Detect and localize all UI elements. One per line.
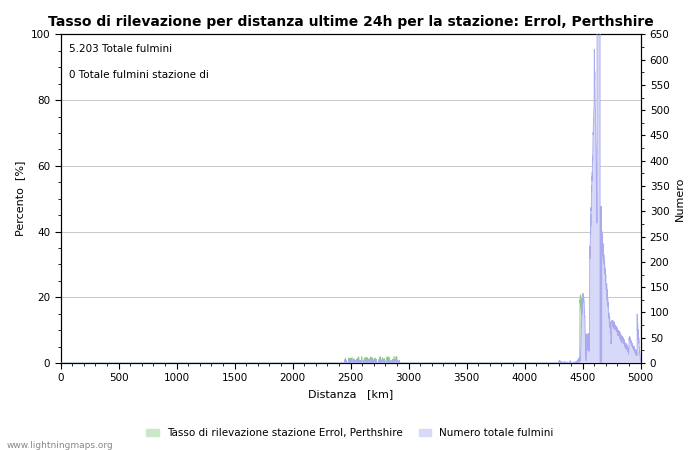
Legend: Tasso di rilevazione stazione Errol, Perthshire, Numero totale fulmini: Tasso di rilevazione stazione Errol, Per… [142,424,558,442]
Title: Tasso di rilevazione per distanza ultime 24h per la stazione: Errol, Perthshire: Tasso di rilevazione per distanza ultime… [48,15,654,29]
Y-axis label: Percento  [%]: Percento [%] [15,161,25,236]
Y-axis label: Numero: Numero [675,176,685,221]
Text: www.lightningmaps.org: www.lightningmaps.org [7,441,113,450]
Text: 0 Totale fulmini stazione di: 0 Totale fulmini stazione di [69,71,209,81]
X-axis label: Distanza   [km]: Distanza [km] [308,389,393,399]
Text: 5.203 Totale fulmini: 5.203 Totale fulmini [69,44,172,54]
